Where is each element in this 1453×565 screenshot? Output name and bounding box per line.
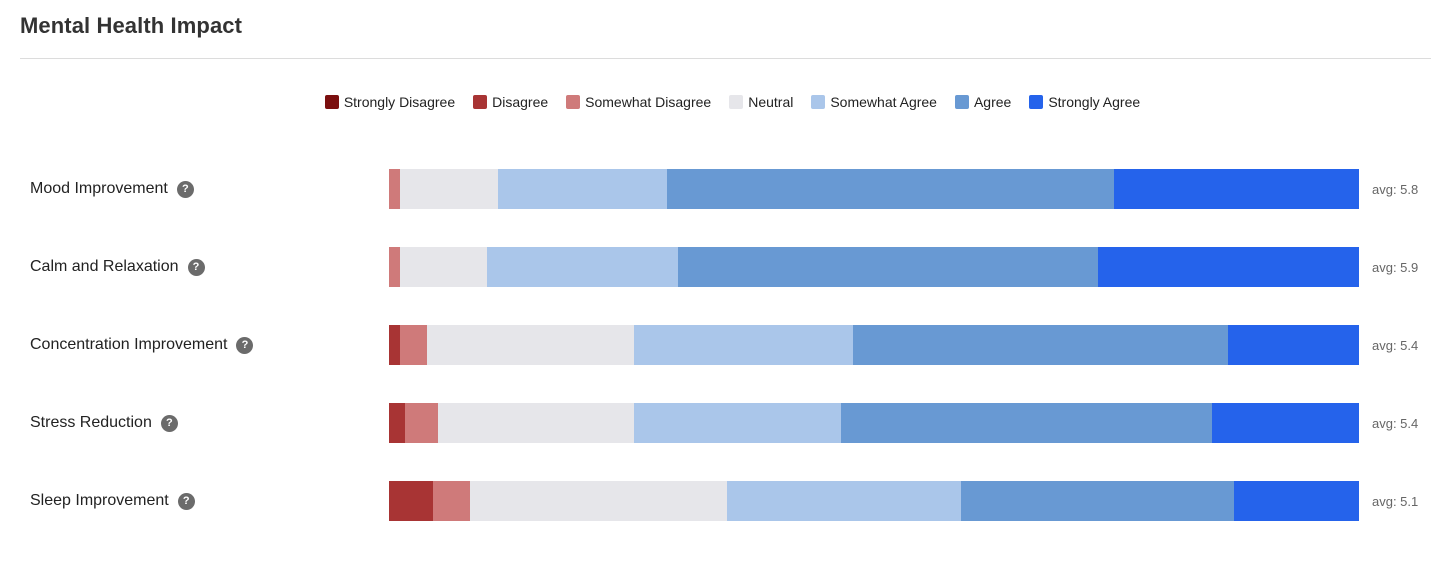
category-label: Concentration Improvement? xyxy=(30,325,254,365)
help-icon[interactable]: ? xyxy=(177,492,195,510)
chart-row: Mood Improvement? avg: 5.8 xyxy=(0,169,1453,209)
bar-segment[interactable] xyxy=(399,169,498,209)
chart-legend: Strongly Disagree Disagree Somewhat Disagr… xyxy=(0,94,1453,110)
legend-label: Somewhat Disagree xyxy=(585,94,712,110)
stacked-bar xyxy=(389,247,1359,287)
bar-segment[interactable] xyxy=(961,481,1234,521)
bar-segment[interactable] xyxy=(432,481,471,521)
legend-item[interactable]: Disagree xyxy=(473,94,548,110)
bar-segment[interactable] xyxy=(841,403,1212,443)
stacked-bar xyxy=(389,481,1359,521)
chart-row: Sleep Improvement? avg: 5.1 xyxy=(0,481,1453,521)
chart-row: Calm and Relaxation? avg: 5.9 xyxy=(0,247,1453,287)
legend-label: Strongly Disagree xyxy=(343,94,456,110)
legend-label: Neutral xyxy=(748,94,794,110)
chart-row: Stress Reduction? avg: 5.4 xyxy=(0,403,1453,443)
legend-swatch xyxy=(324,95,339,109)
avg-label: avg: 5.1 xyxy=(1372,493,1419,509)
legend-item[interactable]: Somewhat Disagree xyxy=(566,94,711,110)
legend-swatch xyxy=(1029,95,1044,109)
category-label: Sleep Improvement? xyxy=(30,481,195,521)
bar-segment[interactable] xyxy=(1113,169,1359,209)
legend-swatch xyxy=(954,95,969,109)
page-title: Mental Health Impact xyxy=(20,13,243,38)
bar-segment[interactable] xyxy=(426,325,635,365)
help-icon[interactable]: ? xyxy=(160,414,178,432)
category-label-text: Stress Reduction xyxy=(30,414,152,431)
category-label: Mood Improvement? xyxy=(30,169,194,209)
bar-segment[interactable] xyxy=(470,481,727,521)
bar-segment[interactable] xyxy=(389,247,400,287)
bar-segment[interactable] xyxy=(389,169,400,209)
category-label: Stress Reduction? xyxy=(30,403,178,443)
bar-segment[interactable] xyxy=(389,325,400,365)
stacked-bar xyxy=(389,325,1359,365)
legend-item[interactable]: Strongly Disagree xyxy=(324,94,456,110)
legend-label: Strongly Agree xyxy=(1048,94,1141,110)
legend-label: Somewhat Agree xyxy=(830,94,937,110)
category-label-text: Concentration Improvement xyxy=(30,336,228,353)
bar-segment[interactable] xyxy=(1233,481,1359,521)
help-icon[interactable]: ? xyxy=(236,336,254,354)
avg-label: avg: 5.4 xyxy=(1372,337,1419,353)
stacked-bar xyxy=(389,403,1359,443)
bar-segment[interactable] xyxy=(1098,247,1359,287)
legend-label: Agree xyxy=(973,94,1012,110)
bar-segment[interactable] xyxy=(667,169,1114,209)
avg-label: avg: 5.9 xyxy=(1372,259,1419,275)
bar-segment[interactable] xyxy=(405,403,439,443)
bar-segment[interactable] xyxy=(1228,325,1359,365)
stacked-bar xyxy=(389,169,1359,209)
legend-label: Disagree xyxy=(492,94,549,110)
bar-segment[interactable] xyxy=(678,247,1099,287)
legend-item[interactable]: Agree xyxy=(954,94,1012,110)
bar-segment[interactable] xyxy=(497,169,668,209)
legend-item[interactable]: Neutral xyxy=(729,94,793,110)
bar-segment[interactable] xyxy=(399,247,487,287)
chart-row: Concentration Improvement? avg: 5.4 xyxy=(0,325,1453,365)
title-divider xyxy=(20,58,1431,59)
category-label-text: Mood Improvement xyxy=(30,180,168,197)
category-label: Calm and Relaxation? xyxy=(30,247,205,287)
help-icon[interactable]: ? xyxy=(187,258,205,276)
bar-segment[interactable] xyxy=(389,403,406,443)
legend-swatch xyxy=(473,95,488,109)
bar-segment[interactable] xyxy=(399,325,427,365)
category-label-text: Sleep Improvement xyxy=(30,492,169,509)
bar-segment[interactable] xyxy=(438,403,635,443)
legend-item[interactable]: Strongly Agree xyxy=(1029,94,1140,110)
help-icon[interactable]: ? xyxy=(176,180,194,198)
bar-segment[interactable] xyxy=(852,325,1229,365)
bar-segment[interactable] xyxy=(1211,403,1359,443)
bar-segment[interactable] xyxy=(389,481,433,521)
bar-segment[interactable] xyxy=(634,403,841,443)
legend-item[interactable]: Somewhat Agree xyxy=(811,94,937,110)
bar-segment[interactable] xyxy=(634,325,853,365)
avg-label: avg: 5.8 xyxy=(1372,181,1419,197)
avg-label: avg: 5.4 xyxy=(1372,415,1419,431)
category-label-text: Calm and Relaxation xyxy=(30,258,179,275)
legend-swatch xyxy=(729,95,744,109)
bar-segment[interactable] xyxy=(486,247,679,287)
legend-swatch xyxy=(566,95,581,109)
bar-segment[interactable] xyxy=(726,481,962,521)
legend-swatch xyxy=(811,95,826,109)
